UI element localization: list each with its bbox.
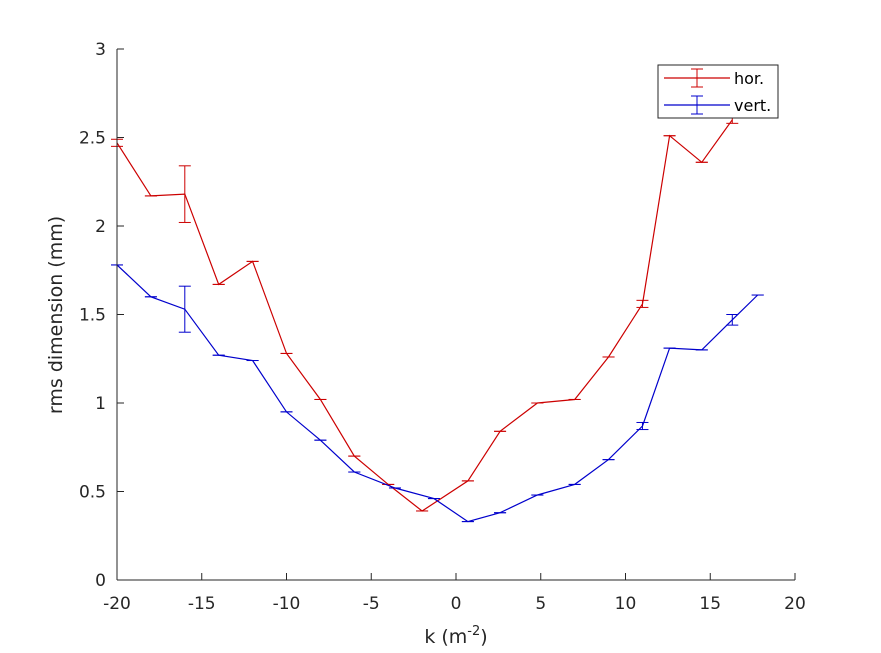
x-tick-label: 0 (451, 594, 462, 614)
x-tick-label: 5 (535, 594, 546, 614)
y-tick-label: 2 (95, 217, 106, 237)
series-line (116, 264, 759, 523)
y-tick-label: 3 (95, 40, 106, 60)
error-bar (178, 165, 191, 223)
x-tick-label: -15 (188, 594, 216, 614)
x-tick-label: -10 (273, 594, 301, 614)
ticks: -20 -15 -10 -5 0 5 10 15 20 0 0.5 1 1.5 2 2.5 3 (79, 40, 806, 614)
x-tick-label: -20 (103, 594, 131, 614)
legend-label: vert. (734, 96, 771, 115)
x-tick-label: 15 (699, 594, 721, 614)
legend-label: hor. (734, 69, 764, 88)
x-tick-label: 20 (784, 594, 806, 614)
x-tick-label: -5 (363, 594, 380, 614)
series-layer (111, 115, 764, 523)
y-tick-label: 0 (95, 571, 106, 591)
plot-area (117, 49, 795, 580)
series-vert (111, 264, 764, 523)
error-bar (636, 299, 649, 308)
error-bar (726, 314, 739, 326)
legend-box (657, 64, 779, 119)
error-bar (636, 421, 649, 431)
x-axis-label: k (m-2) (424, 624, 487, 648)
error-bar (178, 285, 191, 333)
y-axis-label: rms dimension (mm) (45, 216, 67, 414)
y-tick-label: 1 (95, 394, 106, 414)
y-tick-label: 2.5 (79, 129, 106, 149)
y-tick-label: 0.5 (79, 483, 106, 503)
legend-item-vert: vert. (664, 95, 771, 115)
legend-item-hor: hor. (664, 68, 764, 88)
legend: hor. vert. (657, 64, 779, 119)
series-hor (111, 115, 739, 512)
y-tick-label: 1.5 (79, 306, 106, 326)
x-tick-label: 10 (615, 594, 637, 614)
